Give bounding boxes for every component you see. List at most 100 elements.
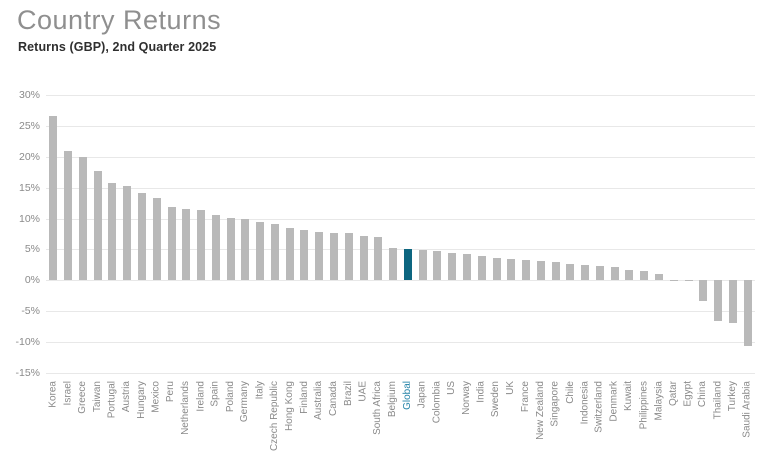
x-axis-label: South Africa — [372, 381, 384, 435]
x-axis-label: Turkey — [726, 381, 738, 412]
bar — [374, 237, 383, 281]
x-axis-label: Taiwan — [91, 381, 103, 413]
x-axis-slot: Switzerland — [593, 377, 608, 453]
x-axis-slot: Italy — [253, 377, 268, 453]
x-axis-label: Colombia — [431, 381, 443, 424]
x-axis: Korea Israel Greece Taiwan Portugal Austria Hu… — [46, 377, 755, 453]
x-axis-label: Italy — [254, 381, 266, 400]
x-axis-label: China — [697, 381, 709, 408]
bar-highlight-global — [403, 249, 412, 281]
x-axis-slot: Singapore — [548, 377, 563, 453]
x-axis-slot: Ireland — [194, 377, 209, 453]
x-axis-slot: Global — [401, 377, 416, 453]
x-axis-slot: Spain — [208, 377, 223, 453]
gridline — [46, 218, 755, 220]
x-axis-label: Korea — [47, 381, 59, 408]
bar — [699, 280, 708, 302]
x-axis-slot: Netherlands — [179, 377, 194, 453]
page-subtitle: Returns (GBP), 2nd Quarter 2025 — [18, 40, 217, 54]
x-axis-label: Denmark — [608, 381, 620, 422]
bar — [197, 209, 206, 281]
x-axis-slot: Sweden — [489, 377, 504, 453]
x-axis-slot: Denmark — [607, 377, 622, 453]
x-axis-label: Malaysia — [652, 381, 664, 421]
x-axis-slot: Brazil — [341, 377, 356, 453]
x-axis-label: Qatar — [667, 381, 679, 407]
x-axis-slot: Poland — [223, 377, 238, 453]
x-axis-label: Chile — [564, 381, 576, 404]
x-axis-slot: Turkey — [725, 377, 740, 453]
x-axis-label: Hungary — [136, 381, 148, 419]
y-axis-tick-label: 10% — [18, 212, 40, 225]
x-axis-slot: Austria — [120, 377, 135, 453]
x-axis-label: Netherlands — [180, 381, 192, 435]
y-axis-tick-label: -10% — [15, 336, 40, 349]
x-axis-label: Brazil — [342, 381, 354, 407]
bar — [551, 262, 560, 281]
y-axis-tick-label: 20% — [18, 150, 40, 163]
x-axis-slot: Australia — [312, 377, 327, 453]
plot-area — [46, 95, 755, 374]
bar — [477, 256, 486, 281]
bar — [152, 197, 161, 281]
x-axis-slot: Chile — [563, 377, 578, 453]
bar — [536, 261, 545, 281]
bar — [64, 151, 73, 281]
x-axis-slot: Qatar — [666, 377, 681, 453]
x-axis-slot: Egypt — [681, 377, 696, 453]
x-axis-label: Belgium — [387, 381, 399, 418]
bar — [566, 263, 575, 281]
x-axis-label: Sweden — [490, 381, 502, 418]
x-axis-label: Portugal — [106, 381, 118, 419]
gridline — [46, 156, 755, 158]
bar — [448, 253, 457, 281]
bar — [108, 182, 117, 281]
x-axis-label: Israel — [62, 381, 74, 406]
bar — [138, 192, 146, 281]
x-axis-slot: Taiwan — [90, 377, 105, 453]
gridline — [46, 95, 755, 96]
x-axis-label: France — [520, 381, 532, 413]
gridline — [46, 187, 755, 189]
bar — [359, 235, 368, 281]
x-axis-slot: Indonesia — [578, 377, 593, 453]
x-axis-slot: Finland — [297, 377, 312, 453]
x-axis-label: Global — [401, 381, 413, 410]
bar — [226, 217, 235, 281]
x-axis-slot: Thailand — [711, 377, 726, 453]
bar — [78, 156, 87, 281]
bar — [344, 233, 353, 281]
y-axis-tick-label: 15% — [18, 181, 40, 194]
x-axis-slot: Hungary — [135, 377, 150, 453]
x-axis-slot: Philippines — [637, 377, 652, 453]
bar — [492, 257, 501, 281]
x-axis-slot: Greece — [76, 377, 91, 453]
bar — [93, 171, 102, 281]
x-axis-label: Thailand — [712, 381, 724, 420]
x-axis-label: Australia — [313, 381, 325, 420]
bar — [433, 250, 442, 281]
x-axis-slot: Malaysia — [652, 377, 667, 453]
bar — [728, 280, 737, 323]
x-axis-slot: Kuwait — [622, 377, 637, 453]
x-axis-label: Spain — [209, 381, 221, 407]
bar — [522, 259, 531, 281]
y-axis-tick-label: -5% — [21, 305, 40, 318]
bar — [640, 271, 649, 281]
x-axis-label: Peru — [165, 381, 177, 403]
x-axis-label: Canada — [328, 381, 340, 417]
x-axis-slot: Saudi Arabia — [740, 377, 755, 453]
x-axis-slot: Colombia — [430, 377, 445, 453]
page-title: Country Returns — [17, 5, 222, 35]
x-axis-slot: Czech Republic — [268, 377, 283, 453]
y-axis-tick-label: 0% — [24, 274, 40, 287]
x-axis-slot: Hong Kong — [282, 377, 297, 453]
x-axis-slot: Belgium — [386, 377, 401, 453]
x-axis-label: Austria — [121, 381, 133, 413]
bar — [389, 247, 398, 281]
bar — [167, 206, 176, 281]
gridline — [46, 125, 755, 127]
gridline — [46, 249, 755, 251]
y-axis-tick-label: 5% — [24, 243, 40, 256]
bar — [581, 264, 590, 281]
